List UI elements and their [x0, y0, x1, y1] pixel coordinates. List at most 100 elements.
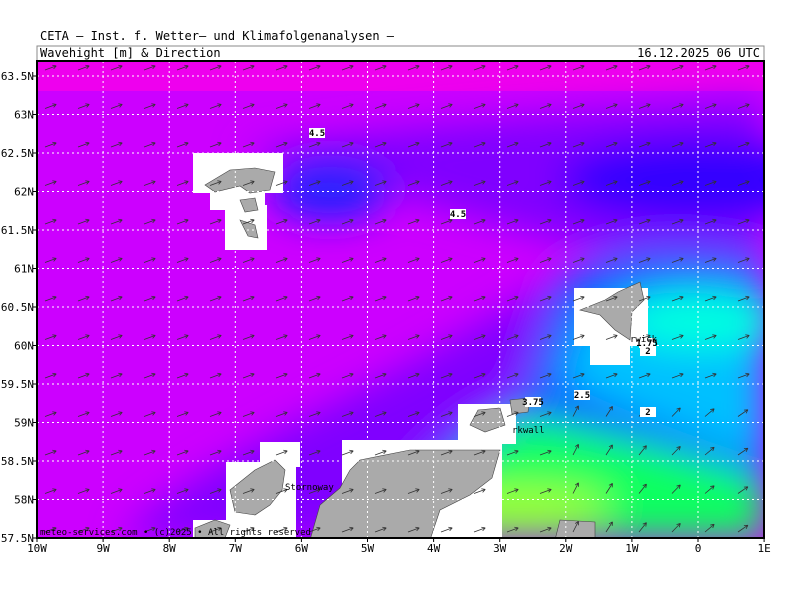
direction-arrow — [308, 526, 321, 533]
direction-arrow — [407, 141, 420, 148]
direction-arrow — [638, 445, 647, 456]
direction-arrow — [209, 372, 222, 379]
direction-arrow — [77, 488, 90, 494]
direction-arrow — [605, 141, 618, 148]
institute: CETA – Inst. f. Wetter– und Klimafolgena… — [40, 29, 395, 43]
direction-arrow — [473, 488, 486, 494]
direction-arrow — [308, 449, 321, 456]
lat-label: 63N — [14, 109, 34, 122]
lat-label: 61.5N — [1, 224, 34, 237]
contour-label-bg — [640, 346, 656, 356]
direction-arrow — [605, 444, 613, 456]
direction-arrow — [407, 64, 420, 71]
direction-arrow — [44, 257, 57, 263]
direction-arrow — [506, 372, 519, 379]
direction-arrow — [407, 372, 420, 379]
direction-arrow — [638, 372, 651, 379]
contour-label: 4.5 — [450, 210, 466, 220]
direction-arrow — [308, 295, 321, 302]
direction-arrow — [704, 141, 717, 148]
direction-arrow — [275, 295, 288, 302]
direction-arrow — [44, 218, 57, 225]
direction-arrow — [473, 257, 486, 263]
direction-arrow — [176, 526, 189, 533]
direction-arrow — [671, 295, 684, 302]
direction-arrow — [77, 295, 90, 302]
direction-arrow — [506, 449, 519, 456]
direction-arrow — [308, 141, 321, 148]
direction-arrow — [737, 103, 750, 109]
direction-arrow — [407, 488, 420, 494]
direction-arrow — [704, 103, 717, 109]
direction-arrow — [671, 141, 684, 148]
direction-arrow — [704, 257, 717, 263]
direction-arrow — [506, 141, 519, 148]
direction-arrow — [374, 180, 387, 186]
direction-arrow — [737, 257, 750, 263]
direction-arrow — [209, 526, 222, 533]
direction-arrow — [440, 64, 453, 71]
direction-arrow — [110, 141, 123, 148]
direction-arrow — [341, 334, 354, 340]
direction-arrow — [671, 334, 684, 340]
direction-arrow — [473, 372, 486, 379]
direction-arrow — [407, 334, 420, 340]
direction-arrow — [506, 103, 519, 109]
lat-label: 63.5N — [1, 70, 34, 83]
direction-arrow — [440, 449, 453, 456]
direction-arrow — [506, 526, 519, 533]
footer: meteo-services.com • (c)2025 • All right… — [40, 528, 311, 538]
direction-arrow — [539, 64, 552, 71]
direction-arrow — [638, 522, 647, 533]
direction-arrow — [242, 295, 255, 302]
direction-arrow — [605, 521, 613, 533]
direction-arrow — [242, 372, 255, 379]
direction-arrow — [110, 526, 123, 533]
direction-arrow — [242, 411, 255, 417]
lon-label: 5W — [361, 542, 375, 555]
direction-arrow — [407, 449, 420, 456]
direction-arrow — [539, 488, 552, 494]
direction-arrow — [671, 484, 681, 494]
lon-label: 8W — [163, 542, 177, 555]
direction-arrow — [605, 483, 613, 494]
direction-arrow — [407, 218, 420, 225]
direction-arrow — [539, 141, 552, 148]
direction-arrow — [506, 218, 519, 225]
direction-arrow — [209, 257, 222, 263]
direction-arrow — [143, 526, 156, 533]
direction-arrow — [704, 64, 717, 71]
direction-arrow — [737, 524, 749, 533]
direction-arrow — [77, 218, 90, 225]
direction-arrow — [572, 180, 585, 186]
direction-arrow — [110, 103, 123, 109]
direction-arrow — [143, 180, 156, 186]
direction-arrow — [275, 103, 288, 109]
direction-arrow — [110, 64, 123, 71]
direction-arrow — [440, 411, 453, 417]
direction-arrow — [341, 103, 354, 109]
direction-arrow — [572, 334, 585, 340]
direction-arrow — [209, 141, 222, 148]
direction-arrow — [374, 411, 387, 417]
direction-arrow — [242, 218, 255, 225]
direction-arrow — [176, 411, 189, 417]
direction-arrow — [275, 141, 288, 148]
direction-arrow — [209, 180, 222, 186]
direction-arrow — [737, 64, 750, 71]
direction-arrow — [110, 295, 123, 302]
direction-arrow — [341, 295, 354, 302]
direction-arrow — [374, 488, 387, 494]
direction-arrow — [44, 488, 57, 494]
direction-arrow — [77, 180, 90, 186]
direction-arrow — [143, 372, 156, 379]
direction-arrow — [110, 372, 123, 379]
lon-label: 0 — [695, 542, 702, 555]
direction-arrow — [374, 141, 387, 148]
direction-arrow — [638, 103, 651, 109]
lat-label: 62.5N — [1, 147, 34, 160]
direction-arrow — [440, 180, 453, 186]
direction-arrow — [176, 180, 189, 186]
direction-arrow — [44, 449, 57, 456]
